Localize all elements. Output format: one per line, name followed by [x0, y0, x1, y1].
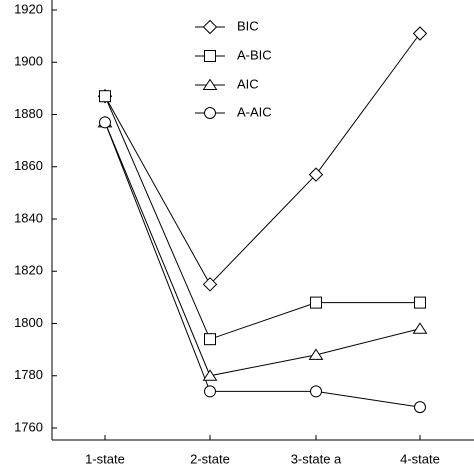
series-line: [104, 122, 421, 377]
y-tick-label: 1840: [14, 210, 43, 225]
marker-square: [99, 90, 111, 103]
x-tick-label: 4-state: [400, 451, 440, 466]
marker-square: [310, 296, 322, 309]
y-tick-label: 1800: [14, 315, 43, 330]
marker-triangle: [202, 369, 218, 381]
marker-square: [204, 333, 216, 346]
series-line: [104, 33, 421, 286]
legend-label: BIC: [237, 18, 259, 33]
legend-label: A-AIC: [237, 104, 272, 119]
series-line: [104, 122, 421, 408]
y-tick-label: 1900: [14, 54, 43, 69]
marker-diamond: [202, 19, 218, 35]
marker-diamond: [308, 167, 324, 182]
x-tick-label: 3-state a: [291, 451, 342, 466]
marker-circle: [310, 385, 322, 398]
x-tick-label: 1-state: [85, 451, 125, 466]
legend-label: AIC: [237, 76, 259, 91]
y-tick-label: 1780: [14, 367, 43, 382]
y-tick-label: 1860: [14, 158, 43, 173]
marker-diamond: [202, 277, 218, 292]
y-tick-label: 1760: [14, 419, 43, 434]
y-tick-label: 1920: [14, 1, 43, 16]
marker-square: [204, 50, 216, 62]
y-tick-label: 1820: [14, 263, 43, 278]
marker-circle: [204, 385, 216, 398]
x-tick-label: 2-state: [190, 451, 230, 466]
marker-square: [414, 296, 426, 309]
marker-circle: [414, 401, 426, 414]
series-line: [104, 96, 420, 340]
legend-label: A-BIC: [237, 47, 272, 62]
marker-triangle: [412, 322, 428, 334]
marker-triangle: [202, 78, 218, 90]
marker-diamond: [412, 26, 428, 41]
marker-triangle: [308, 348, 324, 360]
marker-circle: [204, 107, 216, 119]
marker-circle: [99, 116, 111, 129]
y-tick-label: 1880: [14, 106, 43, 121]
